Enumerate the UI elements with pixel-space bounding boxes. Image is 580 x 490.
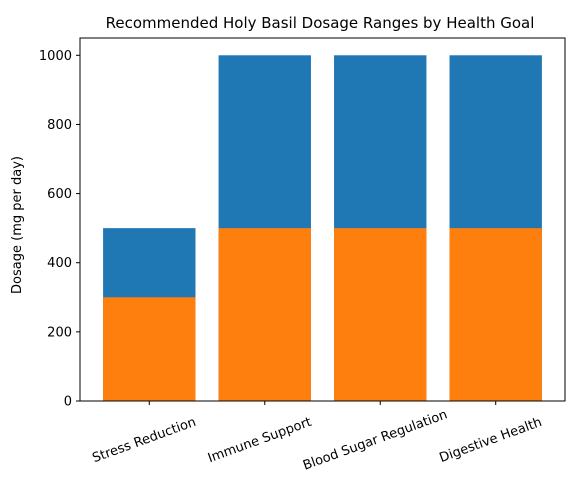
y-tick-label: 600 <box>47 187 72 202</box>
chart-title: Recommended Holy Basil Dosage Ranges by … <box>106 14 535 32</box>
x-tick-label: Blood Sugar Regulation <box>301 407 449 473</box>
bar-series2-4 <box>449 228 542 401</box>
plot-area: 0 200 400 600 800 1000 Stress Reduction Immune … <box>39 37 566 474</box>
y-tick-label: 800 <box>47 118 72 133</box>
y-tick-label: 400 <box>47 256 72 271</box>
x-tick-label: Stress Reduction <box>91 415 199 466</box>
y-axis-label: Dosage (mg per day) <box>10 156 25 294</box>
x-tick-label: Immune Support <box>206 415 314 466</box>
bar-series2-2 <box>218 228 311 401</box>
bar-series2-3 <box>334 228 427 401</box>
y-tick-label: 0 <box>64 395 72 410</box>
y-tick-label: 200 <box>47 325 72 340</box>
y-tick-label: 1000 <box>39 49 72 64</box>
bar-series2-1 <box>103 297 196 401</box>
axes-frame <box>79 37 566 402</box>
x-tick-label: Digestive Health <box>438 415 544 466</box>
